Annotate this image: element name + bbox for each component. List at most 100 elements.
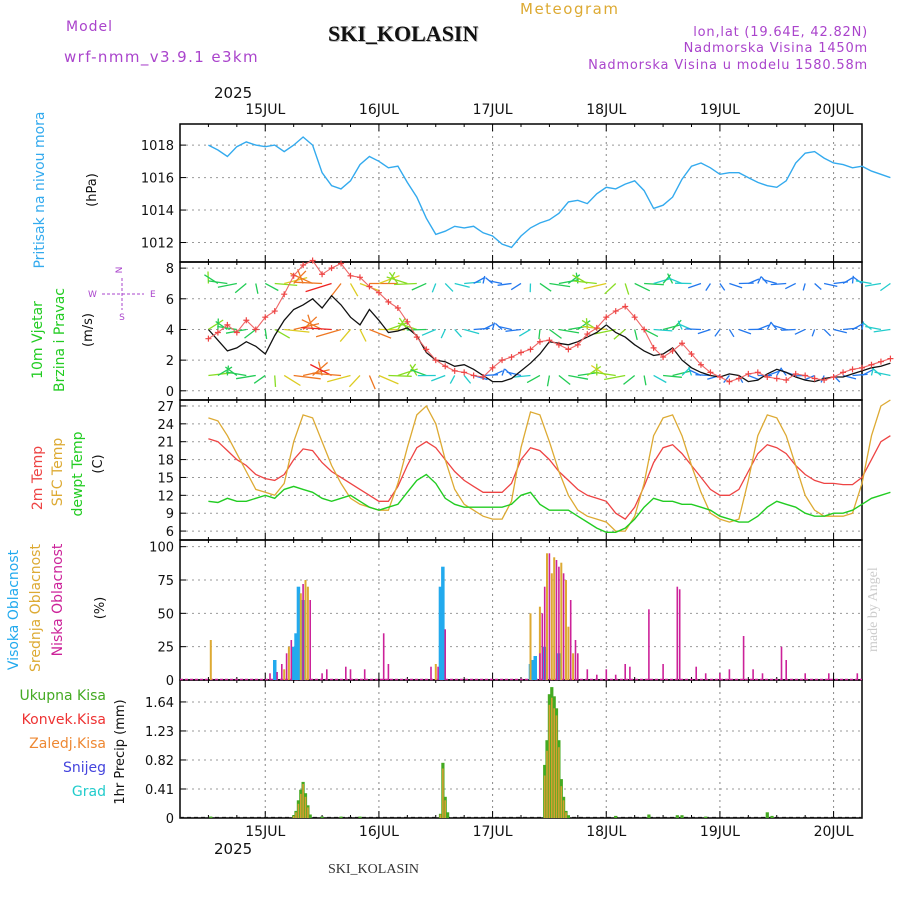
wind-barb (785, 282, 796, 290)
wind-barb (802, 283, 806, 291)
panel-frame (179, 399, 863, 541)
wind-barb (644, 282, 664, 286)
wind-barb (454, 282, 470, 288)
y-tick-label: 75 (157, 574, 174, 589)
wind-barb (217, 282, 237, 288)
wind-title-2: Brzina i Pravac (52, 288, 68, 392)
total-precip-bar (704, 816, 708, 818)
wind-barb (482, 275, 486, 284)
low-cloud-bar (742, 636, 745, 680)
wind-barb (558, 328, 580, 334)
low-cloud-bar (856, 673, 859, 680)
precip-legend-item: Zaledj.Kisa (29, 736, 106, 752)
gust-marker (385, 298, 392, 305)
wind-barb (225, 371, 247, 377)
panel-1: 1012 1014 1016 1018 (141, 123, 863, 263)
wind-barb (501, 368, 506, 376)
low-cloud-bar (785, 660, 787, 680)
convective-precip-bar (302, 784, 304, 818)
wind-barb (293, 374, 321, 380)
wind-barb (762, 278, 777, 285)
low-cloud-bar (269, 673, 271, 680)
low-cloud-bar (541, 613, 544, 680)
y-tick-label: 6 (166, 293, 174, 308)
wind-barb (305, 282, 332, 293)
low-cloud-bar (828, 673, 830, 680)
wind-barb (583, 282, 607, 290)
day-label-top: 15JUL (245, 102, 285, 118)
wind-barb (208, 280, 228, 285)
mid-cloud-bar (565, 580, 567, 680)
wind-barb (506, 371, 522, 377)
wind-barb (833, 328, 847, 334)
wind-barb (473, 276, 486, 285)
high-cloud-bar (533, 656, 537, 680)
day-label-bottom: 15JUL (245, 824, 285, 840)
gust-marker (840, 369, 847, 376)
day-label-bottom: 19JUL (700, 824, 740, 840)
mid-cloud-bar (306, 586, 309, 680)
low-cloud-bar (276, 672, 278, 680)
gust-marker (470, 372, 477, 379)
wind-barb (604, 374, 626, 381)
high-cloud-bar (273, 660, 277, 680)
gust-marker (773, 375, 780, 382)
wind-barb (394, 282, 417, 286)
gust-marker (489, 364, 496, 371)
gust-marker (300, 262, 307, 269)
low-cloud-bar (752, 669, 754, 680)
gust-marker (868, 361, 875, 368)
wind-barb (410, 369, 427, 377)
cloud-title-low: Niska Oblacnost (50, 543, 66, 656)
wind-barb (454, 329, 462, 338)
convective-precip-bar (553, 708, 555, 818)
wind-barb (852, 373, 868, 377)
wind-barb (492, 370, 503, 377)
low-cloud-bar (321, 673, 323, 680)
low-cloud-bar (676, 586, 679, 680)
convective-precip-bar (558, 747, 560, 818)
wind-barb (748, 374, 760, 381)
mid-cloud-bar (538, 606, 541, 680)
gust-marker (830, 374, 837, 380)
wind-barb (301, 326, 332, 331)
low-cloud-bar (302, 584, 304, 680)
gust-marker (413, 334, 420, 341)
gust-marker (726, 378, 733, 385)
wind-barb (387, 271, 396, 284)
wind-barb (643, 375, 647, 386)
gust-marker (735, 375, 742, 382)
gust-marker (442, 363, 449, 370)
mid-cloud-bar (550, 573, 553, 680)
wind-barb (687, 282, 702, 289)
low-cloud-bar (574, 640, 577, 680)
low-cloud-bar (349, 669, 352, 680)
wind-barb (378, 275, 400, 285)
y-tick-label: 100 (149, 541, 174, 556)
wind-barb (568, 374, 589, 380)
footer-station: SKI_KOLASIN (328, 862, 419, 877)
gust-markers (205, 257, 894, 385)
wind-barb (577, 320, 591, 330)
y-tick-label: 8 (166, 262, 174, 277)
mid-cloud-bar (287, 646, 290, 680)
wind-barb (464, 281, 482, 285)
compass-n: N (115, 267, 125, 274)
station-title: SKI_KOLASIN (328, 21, 479, 46)
gust-marker (754, 369, 761, 376)
wind-gust-line (208, 259, 891, 383)
wind-barb (208, 319, 224, 331)
gust-marker (214, 329, 221, 336)
day-label-top: 16JUL (359, 102, 399, 118)
day-label-top: 20JUL (814, 102, 854, 118)
wind-barb (748, 278, 760, 285)
gust-marker (451, 367, 458, 374)
mid-cloud-bar (209, 640, 212, 680)
gust-marker (821, 377, 828, 384)
total-precip-bar (680, 815, 684, 818)
low-cloud-bar (285, 653, 288, 680)
wind-barb (444, 283, 454, 292)
total-precip-bar (358, 816, 362, 818)
wind-barb (369, 328, 392, 339)
day-label-bottom: 17JUL (473, 824, 513, 840)
